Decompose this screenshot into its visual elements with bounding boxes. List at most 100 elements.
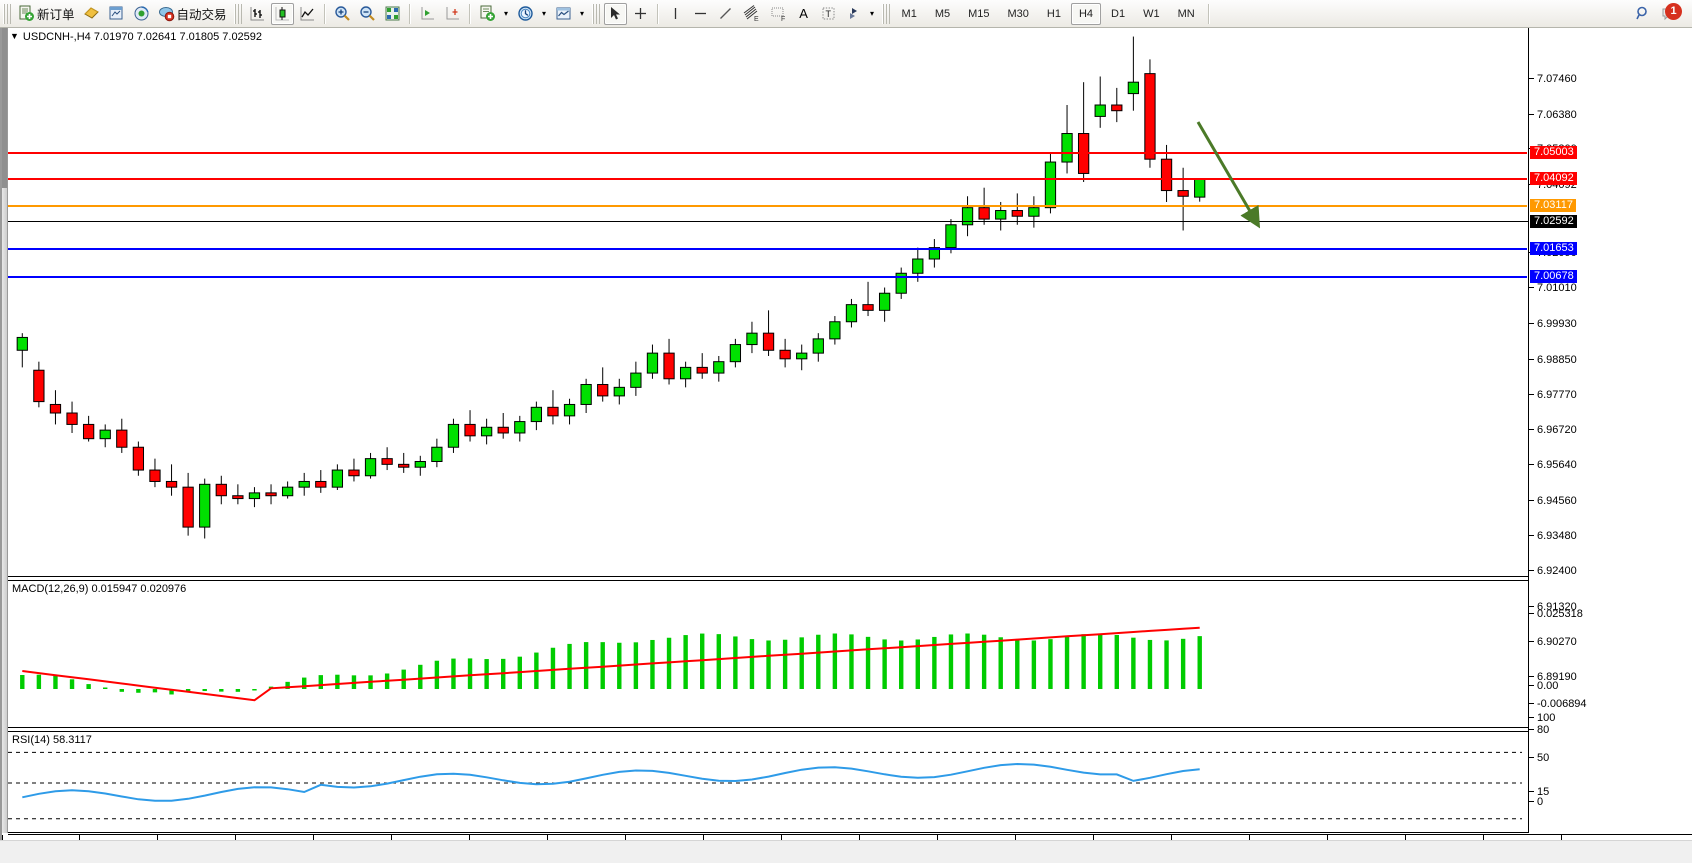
templates-dropdown[interactable]: ▾ [577,3,588,25]
time-tick-mark [469,835,470,841]
price-chip-pivot[interactable]: 7.03117 [1530,199,1576,212]
fibonacci-button[interactable]: E [739,3,764,25]
text-button[interactable]: A [793,3,815,25]
candlestick-chart-button[interactable] [270,2,294,25]
drawing-toolbar-grip[interactable] [591,3,600,24]
timeframe-button-m1[interactable]: M1 [901,7,917,20]
chart-vertical-scrollbar[interactable] [2,28,8,833]
grid-button[interactable] [381,3,404,25]
time-tick-mark [703,835,704,841]
channel-button[interactable]: F [766,3,791,25]
expert-advisors-button[interactable] [80,3,103,25]
price-tick: 7.06380 [1529,109,1577,121]
periods-dropdown[interactable]: ▾ [539,3,550,25]
time-tick-mark [1249,835,1250,841]
toolbar-grip[interactable] [3,3,11,24]
timeframe-toolbar-grip[interactable] [881,3,890,24]
timeframe-button-m30[interactable]: M30 [1007,7,1029,20]
price-axis[interactable]: 7.074607.063807.053007.040927.020907.010… [1528,28,1692,833]
shapes-button[interactable] [842,3,865,25]
periods-button[interactable] [514,3,537,25]
new-order-button[interactable]: 新订单 [15,3,78,25]
indicator-tick: 50 [1529,752,1549,764]
time-tick-mark [1327,835,1328,841]
price-chip-last-price[interactable]: 7.02592 [1530,215,1577,228]
chart-menu-arrow-icon[interactable]: ▼ [10,31,19,41]
templates-icon [555,5,572,22]
time-tick-mark [1093,835,1094,841]
chevron-down-icon: ▾ [870,9,875,18]
chevron-down-icon: ▾ [580,9,585,18]
scrollbar-thumb[interactable] [2,28,7,188]
toolbar-separator-3 [468,3,471,24]
timeframe-button-mn[interactable]: MN [1177,7,1195,20]
bar-chart-button[interactable] [246,3,269,25]
time-tick-mark [313,835,314,841]
price-chip-resistance-2[interactable]: 7.04092 [1530,172,1577,185]
shift-end-button[interactable] [416,3,439,25]
price-line-pivot[interactable] [8,204,1532,209]
price-line-resistance-2[interactable] [8,177,1532,182]
price-chip-resistance-1[interactable]: 7.05003 [1530,146,1577,159]
price-line-support-2[interactable] [8,275,1532,280]
price-tick: 6.91320 [1529,601,1577,613]
text-label-button[interactable]: T [817,3,840,25]
price-tick: 6.93480 [1529,530,1577,542]
price-tick: 6.92400 [1529,565,1577,577]
indicators-dropdown[interactable]: ▾ [501,3,512,25]
main-toolbar: 新订单 [0,0,1692,28]
vertical-line-button[interactable] [664,3,687,25]
timeframe-button-m15[interactable]: M15 [968,7,990,20]
chart-window[interactable]: ▼ USDCNH-,H4 7.01970 7.02641 7.01805 7.02… [0,28,1692,862]
price-line-last-price[interactable] [8,221,1528,222]
zoom-in-button[interactable] [331,3,354,25]
indicators-button[interactable] [476,3,499,25]
search-button[interactable] [1632,3,1655,25]
line-chart-button[interactable] [296,3,319,25]
price-pane[interactable] [8,28,1528,577]
rsi-label: RSI(14) 58.3117 [12,734,92,746]
indicator-tick: 80 [1529,724,1549,736]
time-tick-mark [547,835,548,841]
zoom-in-icon [334,5,351,22]
shapes-dropdown[interactable]: ▾ [867,3,878,25]
timeframe-button-d1[interactable]: D1 [1111,7,1126,20]
expert-advisors-icon [83,5,100,22]
timeframe-button-w1[interactable]: W1 [1143,7,1160,20]
toolbar-separator-2 [408,3,411,24]
indicator-tick: -0.006894 [1529,698,1587,710]
rsi-pane[interactable]: RSI(14) 58.3117 [8,731,1528,833]
horizontal-line-button[interactable] [689,3,712,25]
price-chip-support-1[interactable]: 7.01653 [1530,242,1577,255]
data-window-button[interactable] [105,3,128,25]
notification-button[interactable]: 1 [1657,2,1683,25]
auto-trading-button[interactable]: 自动交易 [155,3,230,25]
timeframe-group: M1 M5 M15 M30 H1 H4 D1 W1 MN [893,0,1204,28]
auto-scroll-button[interactable] [441,3,464,25]
price-line-support-1[interactable] [8,247,1532,252]
price-candles [16,36,1206,539]
templates-button[interactable] [552,3,575,25]
macd-pane[interactable]: MACD(12,26,9) 0.015947 0.020976 [8,580,1528,728]
chart-type-toolbar-grip[interactable] [233,3,242,24]
auto-trading-icon [158,5,175,22]
timeframe-button-m5[interactable]: M5 [934,7,951,20]
cursor-button[interactable] [603,2,627,25]
channel-icon: F [769,5,788,22]
indicators-icon [479,5,496,22]
zoom-out-button[interactable] [356,3,379,25]
price-line-resistance-1[interactable] [8,151,1532,156]
cursor-icon [607,5,624,22]
notification-badge: 1 [1665,2,1682,20]
trendline-icon [717,5,734,22]
auto-scroll-icon [444,5,461,22]
timeframe-button-h4[interactable]: H4 [1070,2,1102,25]
toolbar-separator-5 [1207,3,1210,24]
crosshair-button[interactable] [629,3,652,25]
trendline-button[interactable] [714,3,737,25]
timeframe-button-h1[interactable]: H1 [1046,7,1061,20]
indicator-tick: 0.025318 [1529,608,1583,620]
market-watch-button[interactable] [130,3,153,25]
price-chip-support-2[interactable]: 7.00678 [1530,270,1577,283]
time-tick-mark [781,835,782,841]
